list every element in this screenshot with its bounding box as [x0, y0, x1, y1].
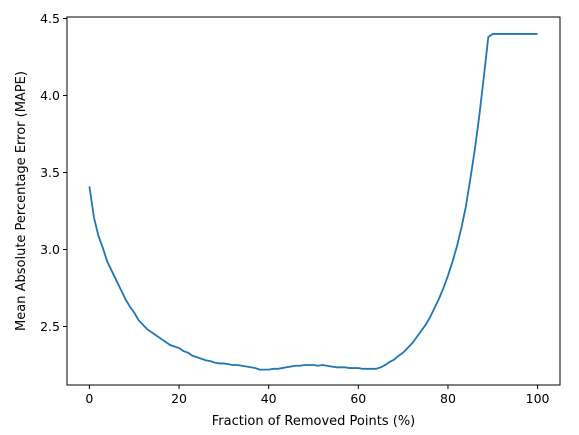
x-tick-label: 80 — [440, 391, 456, 406]
x-tick-label: 100 — [526, 391, 550, 406]
y-tick-label: 4.0 — [40, 88, 60, 103]
y-tick-label: 2.5 — [40, 319, 60, 334]
x-tick-label: 40 — [261, 391, 277, 406]
axes: 0 20 40 60 80 100 2.5 3.0 3.5 4.0 4.5 — [40, 11, 561, 406]
x-tick-label: 60 — [350, 391, 366, 406]
y-tick-label: 4.5 — [40, 11, 60, 26]
axes-frame — [66, 16, 561, 386]
y-axis-label: Mean Absolute Percentage Error (MAPE) — [14, 71, 29, 331]
plot-area — [88, 33, 538, 371]
x-axis-label: Fraction of Removed Points (%) — [212, 414, 416, 429]
y-tick-label: 3.0 — [40, 242, 60, 257]
y-tick-label: 3.5 — [40, 165, 60, 180]
series-line-0 — [88, 33, 538, 371]
x-tick-label: 20 — [171, 391, 187, 406]
x-tick-label: 0 — [85, 391, 93, 406]
